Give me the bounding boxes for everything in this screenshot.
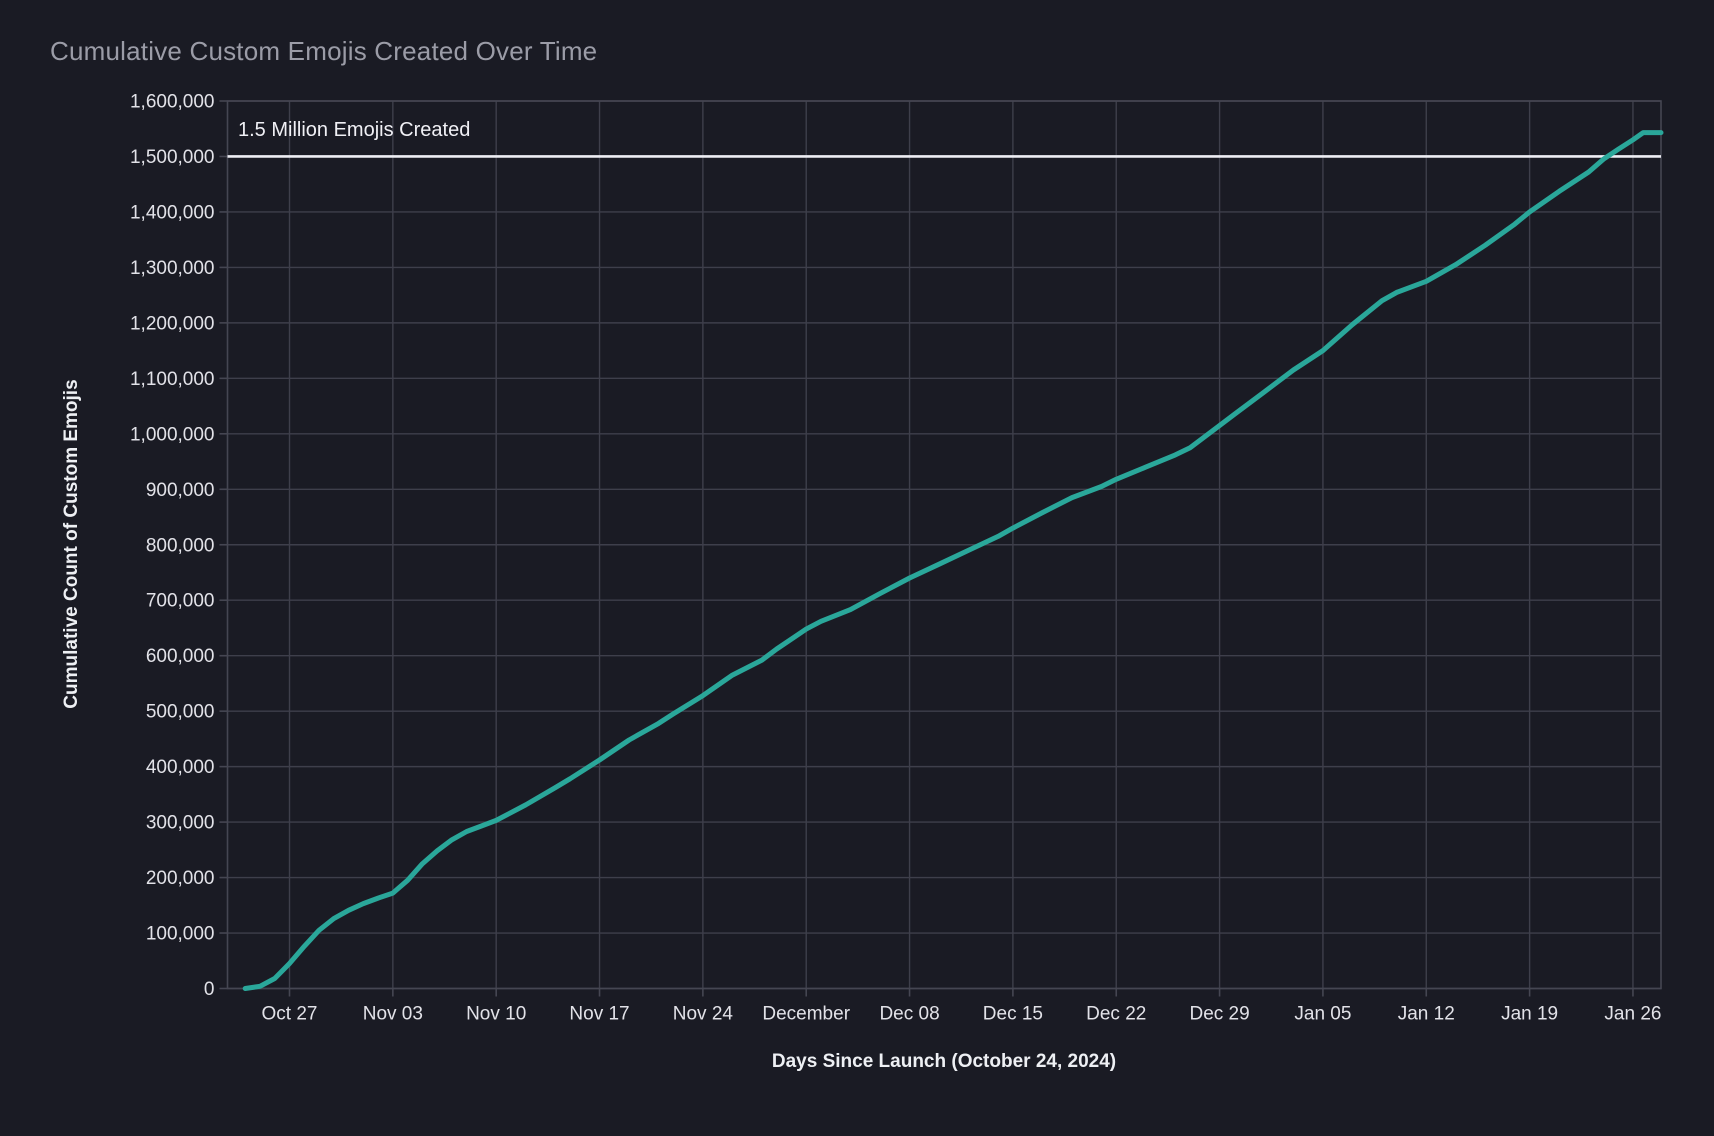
y-tick-label: 1,400,000: [130, 202, 215, 223]
x-tick-label: Jan 19: [1501, 1004, 1558, 1025]
reference-line-label: 1.5 Million Emojis Created: [238, 119, 471, 141]
x-tick-label: Nov 17: [569, 1004, 629, 1025]
y-tick-label: 500,000: [146, 702, 215, 723]
x-tick-label: Dec 29: [1189, 1004, 1249, 1025]
y-tick-label: 700,000: [146, 591, 215, 612]
x-tick-label: Oct 27: [262, 1004, 318, 1025]
data-line: [242, 130, 1664, 991]
x-tick-label: December: [762, 1004, 850, 1025]
y-tick-label: 800,000: [146, 535, 215, 556]
x-tick-label: Dec 15: [983, 1004, 1043, 1025]
y-tick-label: 1,200,000: [130, 313, 215, 334]
y-axis-title: Cumulative Count of Custom Emojis: [61, 379, 82, 709]
x-axis-title: Days Since Launch (October 24, 2024): [771, 1051, 1117, 1072]
y-tick-label: 600,000: [146, 646, 215, 667]
y-tick-label: 900,000: [146, 480, 215, 501]
x-tick-label: Nov 10: [466, 1004, 526, 1025]
y-tick-label: 400,000: [146, 757, 215, 778]
y-tick-label: 1,000,000: [130, 424, 215, 445]
x-tick-label: Jan 12: [1398, 1004, 1455, 1025]
x-tick-label: Jan 05: [1294, 1004, 1351, 1025]
x-tick-label: Dec 22: [1086, 1004, 1146, 1025]
y-tick-label: 100,000: [146, 924, 215, 945]
x-tick-label: Dec 08: [879, 1004, 939, 1025]
y-tick-label: 1,300,000: [130, 258, 215, 279]
x-tick-label: Jan 26: [1604, 1004, 1661, 1025]
plot-frame: [226, 100, 1662, 990]
y-tick-label: 0: [204, 979, 215, 1000]
x-tick-label: Nov 24: [673, 1004, 734, 1025]
y-tick-label: 1,500,000: [130, 147, 215, 168]
y-tick-label: 1,100,000: [130, 369, 215, 390]
chart-title: Cumulative Custom Emojis Created Over Ti…: [50, 36, 598, 66]
y-tick-label: 200,000: [146, 868, 215, 889]
y-tick-label: 1,600,000: [130, 92, 215, 113]
x-tick-label: Nov 03: [363, 1004, 423, 1025]
y-tick-label: 300,000: [146, 813, 215, 834]
